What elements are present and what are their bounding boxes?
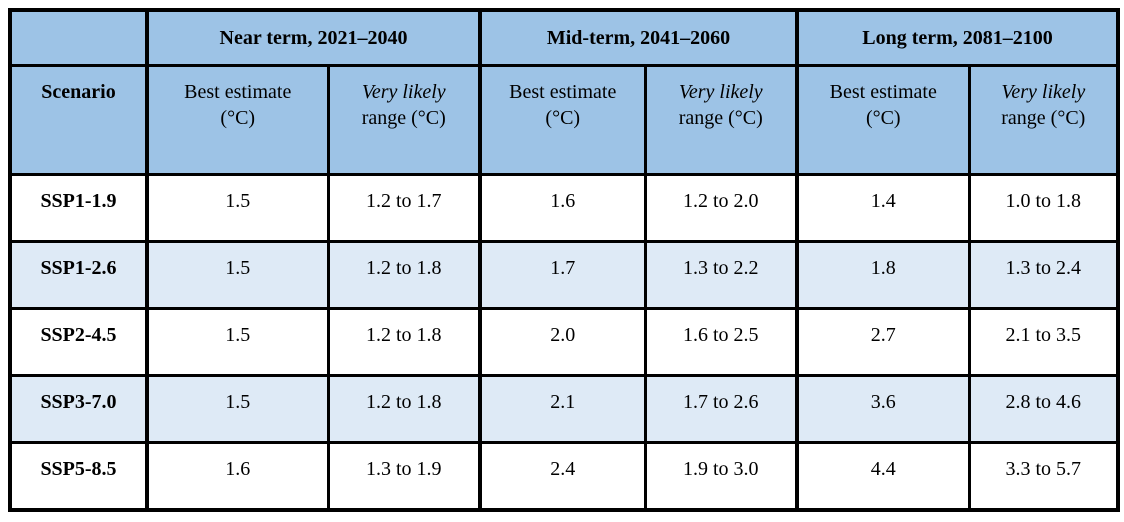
value-cell: 1.2 to 1.8 (326, 307, 482, 377)
degrees-unit-label: (°C) (220, 107, 256, 130)
value-cell: 3.6 (795, 374, 971, 444)
value-cell: 1.6 (478, 173, 647, 243)
very-likely-header-near: Very likely range (°C) (326, 64, 482, 176)
table-row-ssp1-26: SSP1-2.6 1.5 1.2 to 1.8 1.7 1.3 to 2.2 1… (8, 240, 1120, 310)
value-cell: 4.4 (795, 441, 971, 511)
group-header-long-term: Long term, 2081–2100 (795, 8, 1120, 67)
very-likely-label: Very likely (361, 81, 446, 103)
range-unit-label: range (°C) (1001, 107, 1086, 130)
best-estimate-label: Best estimate (829, 81, 937, 103)
value-cell: 2.7 (795, 307, 971, 377)
value-cell: 2.0 (478, 307, 647, 377)
value-cell: 3.3 to 5.7 (967, 441, 1120, 511)
value-cell: 1.0 to 1.8 (967, 173, 1120, 243)
range-unit-label: range (°C) (361, 107, 446, 130)
best-estimate-header-mid: Best estimate (°C) (478, 64, 647, 176)
range-unit-label: range (°C) (678, 107, 763, 130)
value-cell: 1.4 (795, 173, 971, 243)
value-cell: 2.1 to 3.5 (967, 307, 1120, 377)
value-cell: 2.8 to 4.6 (967, 374, 1120, 444)
temperature-projection-table: Near term, 2021–2040 Mid-term, 2041–2060… (8, 8, 1121, 512)
value-cell: 1.2 to 2.0 (643, 173, 799, 243)
table-row-ssp3-70: SSP3-7.0 1.5 1.2 to 1.8 2.1 1.7 to 2.6 3… (8, 374, 1120, 444)
group-header-mid-term: Mid-term, 2041–2060 (478, 8, 799, 67)
scenario-header: Scenario (8, 64, 149, 176)
scenario-cell: SSP1-1.9 (8, 173, 149, 243)
value-cell: 1.6 (145, 441, 330, 511)
value-cell: 1.7 (478, 240, 647, 310)
scenario-cell: SSP3-7.0 (8, 374, 149, 444)
value-cell: 2.4 (478, 441, 647, 511)
very-likely-header-long: Very likely range (°C) (967, 64, 1120, 176)
value-cell: 1.3 to 1.9 (326, 441, 482, 511)
degrees-unit-label: (°C) (545, 107, 581, 130)
table-row-ssp5-85: SSP5-8.5 1.6 1.3 to 1.9 2.4 1.9 to 3.0 4… (8, 441, 1120, 511)
table-row-ssp1-19: SSP1-1.9 1.5 1.2 to 1.7 1.6 1.2 to 2.0 1… (8, 173, 1120, 243)
scenario-cell: SSP1-2.6 (8, 240, 149, 310)
very-likely-header-mid: Very likely range (°C) (643, 64, 799, 176)
value-cell: 1.5 (145, 240, 330, 310)
scenario-cell: SSP2-4.5 (8, 307, 149, 377)
table-row-ssp2-45: SSP2-4.5 1.5 1.2 to 1.8 2.0 1.6 to 2.5 2… (8, 307, 1120, 377)
value-cell: 1.7 to 2.6 (643, 374, 799, 444)
value-cell: 1.6 to 2.5 (643, 307, 799, 377)
value-cell: 1.2 to 1.7 (326, 173, 482, 243)
value-cell: 1.3 to 2.4 (967, 240, 1120, 310)
sub-header-row: Scenario Best estimate (°C) Very likely … (8, 64, 1120, 176)
best-estimate-header-near: Best estimate (°C) (145, 64, 330, 176)
value-cell: 1.2 to 1.8 (326, 374, 482, 444)
corner-cell (8, 8, 149, 67)
value-cell: 1.8 (795, 240, 971, 310)
value-cell: 1.5 (145, 307, 330, 377)
value-cell: 1.5 (145, 173, 330, 243)
value-cell: 1.5 (145, 374, 330, 444)
value-cell: 1.2 to 1.8 (326, 240, 482, 310)
group-header-near-term: Near term, 2021–2040 (144, 8, 482, 67)
group-header-row: Near term, 2021–2040 Mid-term, 2041–2060… (8, 8, 1120, 67)
degrees-unit-label: (°C) (865, 107, 901, 130)
very-likely-label: Very likely (1001, 81, 1086, 103)
value-cell: 1.3 to 2.2 (643, 240, 799, 310)
best-estimate-header-long: Best estimate (°C) (795, 64, 971, 176)
scenario-cell: SSP5-8.5 (8, 441, 149, 511)
very-likely-label: Very likely (678, 81, 763, 103)
value-cell: 2.1 (478, 374, 647, 444)
best-estimate-label: Best estimate (184, 81, 292, 103)
value-cell: 1.9 to 3.0 (643, 441, 799, 511)
best-estimate-label: Best estimate (509, 81, 617, 103)
